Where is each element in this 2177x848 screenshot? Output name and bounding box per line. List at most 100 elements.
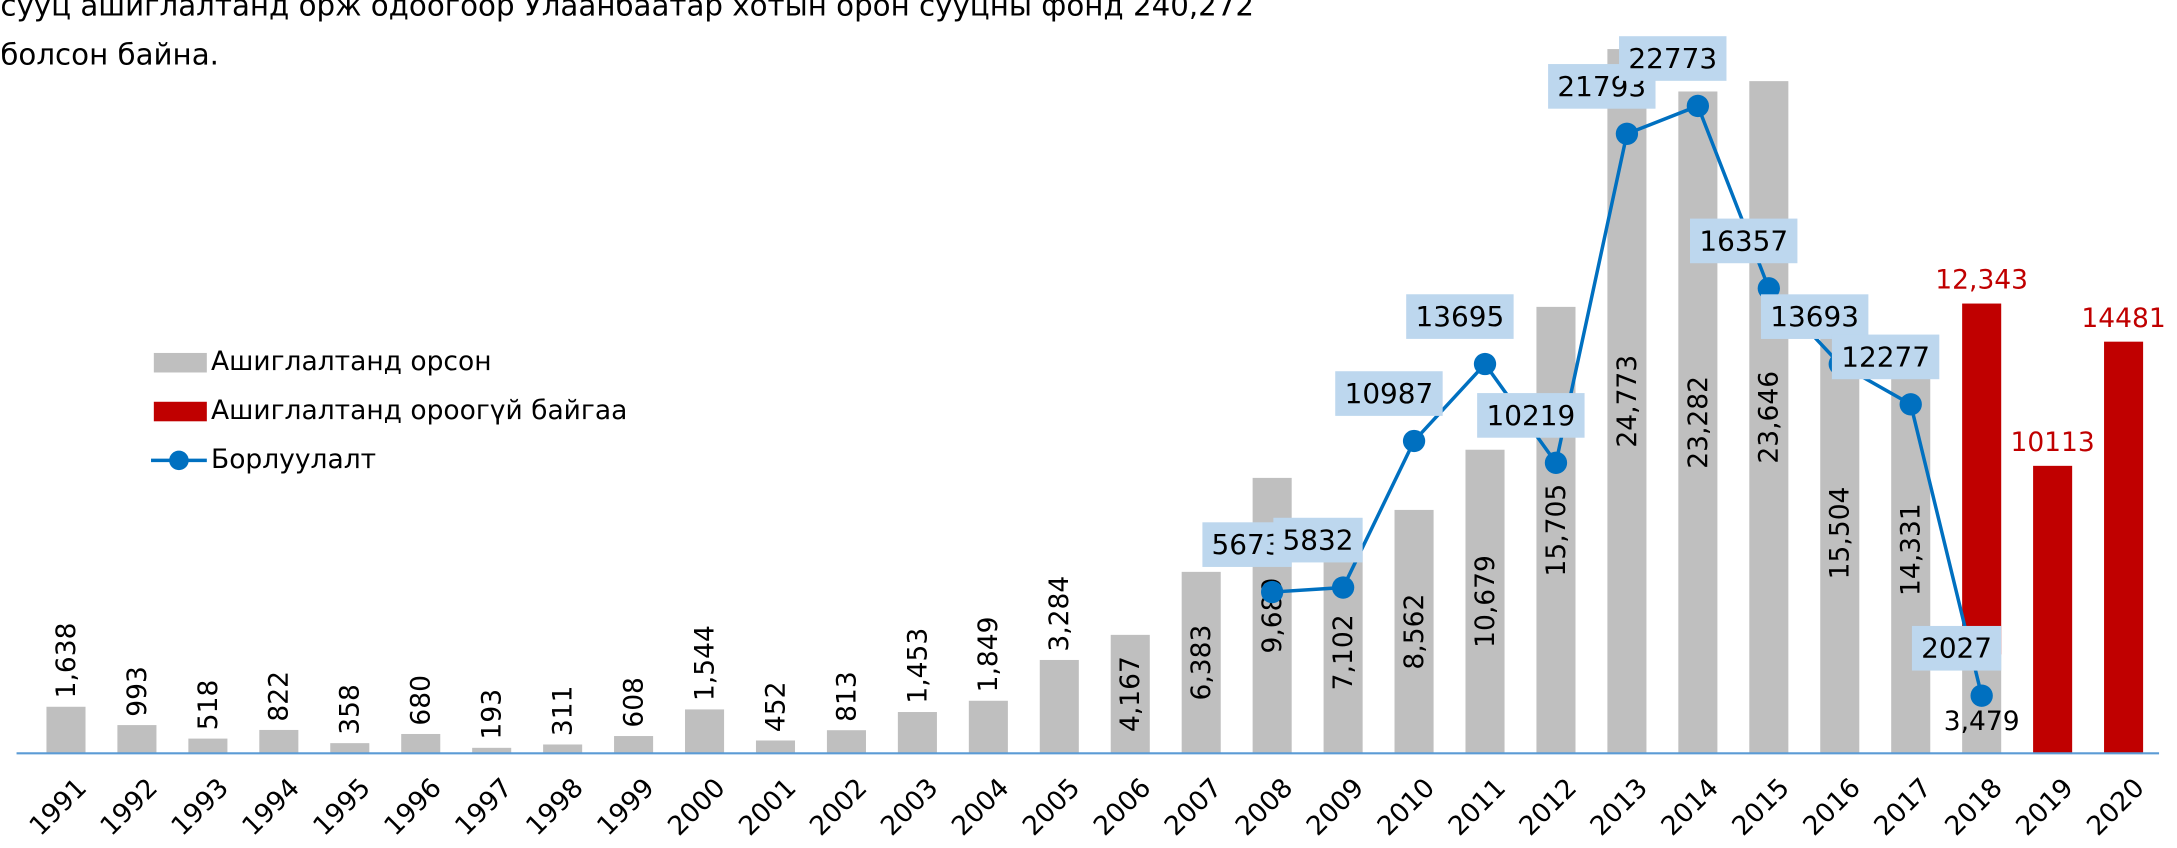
x-tick-label: 2000 [662, 772, 732, 842]
x-tick-label: 2002 [804, 772, 874, 842]
label-box [1911, 625, 2002, 671]
bar [330, 743, 370, 754]
data-label: 452 [760, 682, 791, 733]
bar [2033, 465, 2073, 754]
data-label: 13693 [1770, 300, 1859, 333]
data-label: 358 [335, 684, 366, 735]
x-tick-label: 2009 [1300, 772, 1370, 842]
body-text: болсон байна. [0, 37, 219, 71]
data-label: 518 [193, 680, 224, 731]
legend-label: Ашиглалтанд ороогүй байгаа [211, 395, 627, 426]
data-label: 13695 [1416, 300, 1505, 333]
data-label-box: 2027 [1911, 625, 2002, 671]
label-box [1406, 294, 1514, 339]
bar [1394, 509, 1434, 754]
data-label: 822 [264, 671, 295, 722]
bar [968, 700, 1008, 754]
x-tick-label: 2006 [1088, 772, 1158, 842]
x-tick-label: 1992 [94, 772, 164, 842]
line-marker [1615, 122, 1639, 145]
x-tick-label: 2010 [1371, 772, 1441, 842]
label-box [1477, 393, 1585, 438]
data-label: 311 [548, 686, 579, 737]
bar [755, 740, 796, 754]
x-tick-label: 1998 [520, 772, 590, 842]
data-label: 10987 [1345, 377, 1434, 410]
data-label: 6,383 [1186, 625, 1217, 701]
x-tick-label: 1999 [591, 772, 661, 842]
data-label: 16357 [1699, 224, 1788, 257]
data-label: 22773 [1628, 42, 1717, 75]
bar [826, 730, 866, 754]
bar [472, 747, 512, 754]
line-marker [1899, 393, 1922, 416]
bar [897, 712, 937, 754]
data-label-box: 10987 [1335, 371, 1443, 416]
bar [543, 744, 583, 754]
bar [614, 736, 654, 754]
bar [1749, 81, 1789, 754]
bar [685, 709, 725, 754]
label-box [1690, 218, 1798, 264]
x-tick-label: 2017 [1868, 772, 1938, 842]
label-box [1831, 334, 1940, 380]
bar [1536, 306, 1576, 754]
data-label: 7,102 [1328, 614, 1359, 690]
x-tick-label: 2003 [875, 772, 945, 842]
line-marker [1757, 277, 1780, 300]
data-label: 1,638 [51, 623, 82, 699]
x-tick-label: 2015 [1726, 772, 1796, 842]
legend-label: Ашиглалтанд орсон [211, 346, 492, 377]
x-tick-label: 2011 [1442, 772, 1512, 842]
data-label: 14,331 [1896, 503, 1927, 596]
data-label: 8,562 [1399, 594, 1430, 670]
legend-label: Борлуулалт [211, 444, 376, 475]
x-tick-label: 2019 [2010, 772, 2080, 842]
data-label: 15,705 [1541, 484, 1572, 577]
line-marker [1331, 576, 1355, 599]
data-label: 4,167 [1115, 656, 1146, 732]
bar [1962, 303, 2002, 655]
data-label-box: 13695 [1406, 294, 1514, 339]
data-label-box: 16357 [1690, 218, 1798, 264]
data-label-box: 22773 [1619, 36, 1727, 81]
data-label: 24,773 [1612, 355, 1643, 448]
line-marker [1970, 684, 1993, 707]
bar [1039, 659, 1079, 754]
bar [1465, 449, 1505, 754]
bar [2104, 341, 2144, 754]
x-tick-label: 1995 [307, 772, 377, 842]
data-label: 193 [477, 689, 508, 740]
data-label-box: 10219 [1477, 393, 1585, 438]
legend-swatch [153, 352, 207, 373]
line-marker [1402, 429, 1426, 453]
bar [46, 706, 86, 754]
label-box [1335, 371, 1443, 416]
data-label-box: 5832 [1273, 517, 1363, 563]
x-tick-label: 1993 [165, 772, 235, 842]
data-label: 1,544 [689, 625, 720, 701]
body-text: сууц ашиглалтанд орж одоогоор Улаанбаата… [0, 0, 1254, 22]
data-label: 10113 [2010, 427, 2094, 458]
bar [117, 725, 157, 754]
data-label: 680 [406, 675, 437, 726]
data-label: 3,284 [1044, 576, 1075, 652]
data-label: 10219 [1486, 399, 1575, 432]
data-label: 12,343 [1935, 265, 2028, 296]
x-tick-label: 2020 [2081, 772, 2151, 842]
data-label: 1,453 [902, 628, 933, 704]
x-tick-label: 2013 [1584, 772, 1654, 842]
data-label: 14481 [2081, 303, 2165, 334]
data-label: 23,282 [1683, 376, 1714, 469]
data-label: 608 [618, 677, 649, 728]
line-marker [1473, 352, 1497, 376]
x-tick-label: 1991 [23, 772, 93, 842]
legend-swatch [169, 450, 189, 471]
x-tick-label: 2012 [1513, 772, 1583, 842]
bar [1110, 634, 1150, 754]
x-tick-label: 2007 [1159, 772, 1229, 842]
bar [1607, 49, 1647, 754]
bar [401, 733, 441, 754]
x-tick-label: 2014 [1655, 772, 1725, 842]
data-label-box: 12277 [1831, 334, 1940, 380]
